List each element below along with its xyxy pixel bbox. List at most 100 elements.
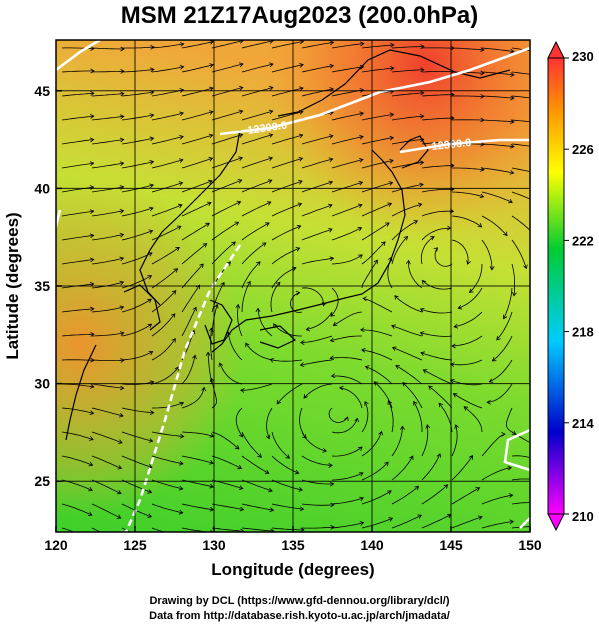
streamline-arrowhead — [496, 335, 501, 341]
streamline — [121, 161, 154, 169]
streamline — [61, 455, 93, 466]
streamline — [481, 47, 514, 52]
streamline — [301, 287, 324, 306]
streamline-arrowhead — [328, 157, 334, 163]
colorbar-tick-label: 218 — [572, 325, 594, 340]
streamline — [361, 461, 389, 481]
streamline — [61, 47, 95, 49]
streamline-arrowhead — [178, 181, 184, 186]
colorbar: 210 214 218 222 226 230 — [547, 40, 594, 532]
streamline — [91, 431, 123, 444]
streamline-arrowhead — [202, 243, 208, 248]
streamline — [91, 162, 124, 169]
streamline — [211, 455, 242, 469]
streamline-arrowhead — [90, 306, 95, 312]
colorbar-min-arrow — [547, 513, 565, 532]
streamline — [211, 87, 243, 97]
streamline — [61, 383, 94, 388]
streamline-arrowhead — [237, 464, 243, 470]
streamline-arrowhead — [540, 97, 544, 101]
streamline — [481, 521, 514, 529]
streamline-arrowhead — [354, 417, 360, 423]
streamline — [271, 455, 299, 474]
y-axis-ticks: 25 30 35 40 45 — [34, 83, 62, 489]
streamline — [211, 221, 239, 241]
streamline-arrowhead — [373, 259, 378, 265]
streamline — [392, 347, 423, 361]
streamline-arrowhead — [147, 298, 152, 303]
streamline-arrowhead — [117, 465, 123, 470]
streamline — [469, 263, 483, 293]
streamline-arrowhead — [486, 399, 491, 405]
streamline-arrowhead — [88, 536, 92, 540]
streamline-arrowhead — [378, 430, 384, 436]
streamline-arrowhead — [419, 113, 425, 119]
streamline — [91, 407, 124, 417]
streamline-arrowhead — [508, 198, 513, 204]
streamline — [121, 455, 153, 468]
streamline-arrowhead — [359, 88, 365, 93]
streamline — [241, 503, 274, 511]
streamline — [387, 400, 394, 433]
streamline — [511, 478, 530, 481]
streamline-arrowhead — [298, 156, 304, 162]
streamline — [241, 201, 271, 217]
streamline-arrowhead — [209, 63, 214, 68]
streamline-arrowhead — [328, 228, 333, 233]
streamline-arrowhead — [147, 513, 153, 518]
streamline — [421, 117, 454, 121]
streamline — [91, 306, 124, 313]
streamline — [91, 93, 124, 97]
streamline-arrowhead — [269, 62, 274, 68]
streamline — [271, 87, 304, 97]
streamline — [151, 204, 183, 217]
streamline — [151, 268, 178, 289]
streamline-arrowhead — [299, 362, 305, 367]
streamline — [91, 234, 124, 241]
streamline — [362, 298, 393, 313]
streamline — [91, 527, 102, 532]
y-axis-label: Latitude (degrees) — [3, 212, 22, 359]
streamline-arrowhead — [305, 326, 311, 332]
streamline — [421, 453, 441, 481]
streamline — [91, 479, 122, 494]
streamline-arrowhead — [231, 241, 236, 246]
streamline-arrowhead — [390, 66, 395, 71]
streamline — [121, 137, 154, 145]
streamline — [361, 114, 394, 121]
streamline-arrowhead — [477, 223, 483, 228]
streamline — [271, 41, 304, 49]
streamline-arrowhead — [210, 529, 214, 532]
streamline — [301, 135, 333, 145]
streamline-arrowhead — [208, 133, 214, 139]
coastlines — [65, 49, 511, 441]
streamline-arrowhead — [385, 222, 390, 227]
streamline — [271, 111, 303, 121]
streamline — [361, 137, 394, 145]
streamline — [121, 381, 154, 385]
streamline-arrowhead — [540, 74, 544, 78]
streamline — [300, 359, 333, 366]
streamline — [301, 204, 333, 217]
streamline-arrowhead — [89, 233, 95, 239]
streamline — [181, 284, 200, 313]
streamline-arrowhead — [539, 459, 543, 463]
streamline-arrowhead — [381, 241, 386, 246]
page-title: MSM 21Z17Aug2023 (200.0hPa) — [120, 2, 479, 29]
streamline — [181, 41, 214, 49]
streamline-arrowhead — [358, 254, 363, 259]
streamline-arrowhead — [205, 351, 211, 356]
streamline-arrowhead — [119, 161, 125, 167]
streamline-arrowhead — [147, 538, 151, 542]
streamline — [421, 165, 454, 169]
streamline — [276, 383, 303, 405]
colorbar-tick-label: 214 — [572, 416, 594, 431]
streamline-arrowhead — [89, 161, 95, 167]
streamline-arrowhead — [270, 528, 275, 532]
streamline — [301, 158, 333, 169]
streamline-arrowhead — [266, 201, 272, 206]
streamline — [181, 455, 214, 464]
streamline-arrowhead — [269, 358, 275, 363]
streamline — [121, 207, 154, 217]
streamline — [61, 503, 93, 516]
